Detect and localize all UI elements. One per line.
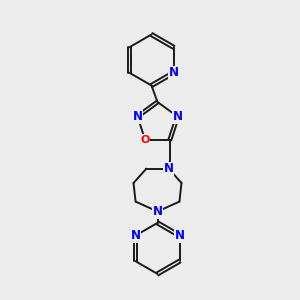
Text: N: N xyxy=(172,110,182,123)
Text: N: N xyxy=(169,66,178,79)
Text: O: O xyxy=(140,135,150,145)
Text: N: N xyxy=(130,229,140,242)
Text: N: N xyxy=(164,162,174,175)
Text: N: N xyxy=(152,205,163,218)
Text: N: N xyxy=(175,229,184,242)
Text: N: N xyxy=(133,110,142,123)
